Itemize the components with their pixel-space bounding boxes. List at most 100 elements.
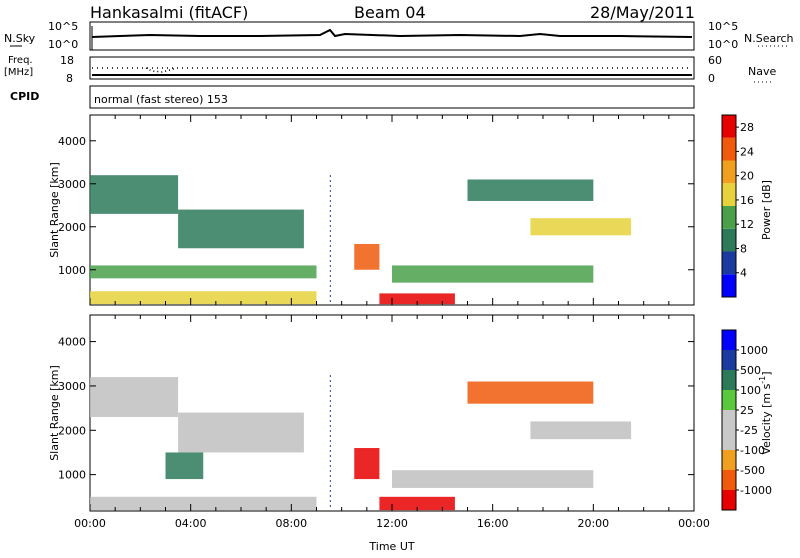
velocity-panel: 1000 2000 3000 4000 00:00 04:00 08:00 12:00 16:… — [48, 314, 710, 553]
time-axis-label: Time UT — [368, 540, 414, 553]
velocity-y-tick-label: 4000 — [58, 336, 86, 349]
station-title: Hankasalmi (fitACF) — [90, 3, 248, 22]
power-colorbar-tick-label: 20 — [740, 170, 754, 183]
power-colorbar-cell — [722, 160, 736, 184]
time-tick-label: 20:00 — [577, 517, 609, 530]
velocity-colorbar-ticks: 1000 500 100 25 -25 -100 -500 -1000 — [736, 344, 772, 497]
power-echo-region — [178, 209, 304, 249]
power-ylabel: Slant Range [km] — [48, 162, 61, 258]
velocity-colorbar-tick-label: 1000 — [740, 344, 768, 357]
date-title: 28/May/2011 — [590, 3, 695, 22]
power-colorbar-tick-label: 8 — [740, 242, 747, 255]
velocity-y-tick-label: 2000 — [58, 424, 86, 437]
velocity-colorbar-cell — [722, 470, 736, 490]
velocity-echo-region — [90, 496, 317, 511]
velocity-colorbar-cell — [722, 330, 736, 350]
time-tick-label: 04:00 — [175, 517, 207, 530]
nave-tick-low: 0 — [708, 72, 715, 85]
velocity-echo-region — [467, 381, 594, 404]
velocity-colorbar-tick-label: 500 — [740, 364, 761, 377]
velocity-y-tick-label: 3000 — [58, 380, 86, 393]
velocity-colorbar-label-sup: -1 — [758, 376, 767, 384]
power-colorbar-tick-label: 12 — [740, 218, 754, 231]
freq-label: Freq. — [8, 55, 33, 66]
power-echo-region — [354, 243, 380, 270]
power-colorbar-cell — [722, 137, 736, 161]
cpid-mode-text: normal (fast stereo) 153 — [94, 93, 228, 106]
power-colorbar-tick-label: 28 — [740, 121, 754, 134]
nsearch-label: N.Search — [744, 32, 794, 45]
power-colorbar-tick-label: 4 — [740, 267, 747, 280]
velocity-colorbar-tick-label: -100 — [740, 444, 765, 457]
velocity-colorbar-tick-label: -25 — [740, 424, 758, 437]
cpid-label: CPID — [10, 90, 39, 103]
velocity-colorbar-label-end: ] — [760, 371, 773, 375]
power-colorbar-tick-label: 24 — [740, 145, 754, 158]
time-tick-label: 08:00 — [275, 517, 307, 530]
power-colorbar-cell — [722, 206, 736, 229]
velocity-y-ticks: 1000 2000 3000 4000 — [58, 336, 694, 482]
velocity-colorbar: 1000 500 100 25 -25 -100 -500 -1000 Velocity [m… — [721, 329, 773, 511]
velocity-echo-region — [165, 452, 204, 480]
power-colorbar-cell — [722, 183, 736, 206]
power-colorbar-cell — [722, 274, 736, 297]
velocity-x-ticks: 00:00 04:00 08:00 12:00 16:00 20:00 00:00 — [74, 315, 710, 530]
nsky-label: N.Sky — [4, 32, 36, 45]
velocity-colorbar-cell — [722, 490, 736, 510]
time-tick-label: 00:00 — [74, 517, 106, 530]
power-colorbar-cells — [721, 114, 737, 298]
power-y-tick-label: 4000 — [58, 135, 86, 148]
freq-unit: [MHz] — [4, 67, 33, 78]
velocity-colorbar-tick-label: 25 — [740, 404, 754, 417]
velocity-colorbar-cell — [722, 450, 736, 470]
nsky-panel — [89, 21, 695, 51]
velocity-colorbar-frame — [721, 329, 737, 511]
power-colorbar-cell — [722, 251, 736, 275]
velocity-colorbar-cell — [722, 350, 736, 370]
velocity-colorbar-cell — [722, 430, 736, 450]
power-panel: 1000 2000 3000 4000 Slant Range [km] — [48, 114, 695, 306]
velocity-echo-region — [178, 412, 304, 453]
velocity-ylabel: Slant Range [km] — [48, 365, 61, 461]
power-echo-layer — [90, 175, 632, 305]
velocity-echo-region — [530, 421, 632, 440]
power-echo-region — [90, 175, 179, 214]
velocity-colorbar-tick-label: -500 — [740, 464, 765, 477]
velocity-colorbar-cell — [722, 410, 736, 430]
time-tick-label: 00:00 — [678, 517, 710, 530]
time-tick-label: 16:00 — [477, 517, 509, 530]
nave-dip — [145, 67, 177, 73]
power-y-tick-label: 2000 — [58, 221, 86, 234]
velocity-colorbar-label: Velocity [m s-1] — [758, 371, 773, 454]
velocity-echo-layer — [90, 375, 632, 511]
velocity-echo-region — [354, 448, 380, 480]
nsky-trace — [91, 28, 693, 38]
beam-title: Beam 04 — [354, 3, 426, 22]
power-echo-region — [530, 218, 632, 236]
nsky-tick-low: 10^0 — [48, 38, 78, 51]
time-tick-label: 12:00 — [376, 517, 408, 530]
nsearch-tick-high: 10^5 — [708, 20, 738, 33]
velocity-echo-region — [379, 496, 455, 511]
velocity-colorbar-tick-label: -1000 — [740, 484, 772, 497]
power-echo-region — [379, 293, 455, 305]
power-y-tick-label: 1000 — [58, 264, 86, 277]
power-colorbar-cell — [722, 228, 736, 252]
power-colorbar: 4 8 12 16 20 24 28 Power [dB] — [721, 114, 773, 298]
power-y-ticks: 1000 2000 3000 4000 — [58, 135, 694, 277]
power-colorbar-ticks: 4 8 12 16 20 24 28 — [736, 121, 754, 280]
nsky-tick-high: 10^5 — [48, 20, 78, 33]
power-echo-region — [392, 265, 594, 283]
velocity-colorbar-cell — [722, 390, 736, 410]
power-colorbar-label: Power [dB] — [760, 180, 773, 240]
velocity-colorbar-tick-label: 100 — [740, 384, 761, 397]
velocity-echo-region — [90, 377, 179, 417]
velocity-y-tick-label: 1000 — [58, 469, 86, 482]
velocity-colorbar-cells — [721, 329, 737, 511]
freq-panel — [89, 56, 695, 80]
power-colorbar-cell — [722, 115, 736, 138]
power-colorbar-frame — [721, 114, 737, 298]
nave-tick-high: 60 — [708, 54, 722, 67]
freq-tick-high: 18 — [60, 54, 74, 67]
